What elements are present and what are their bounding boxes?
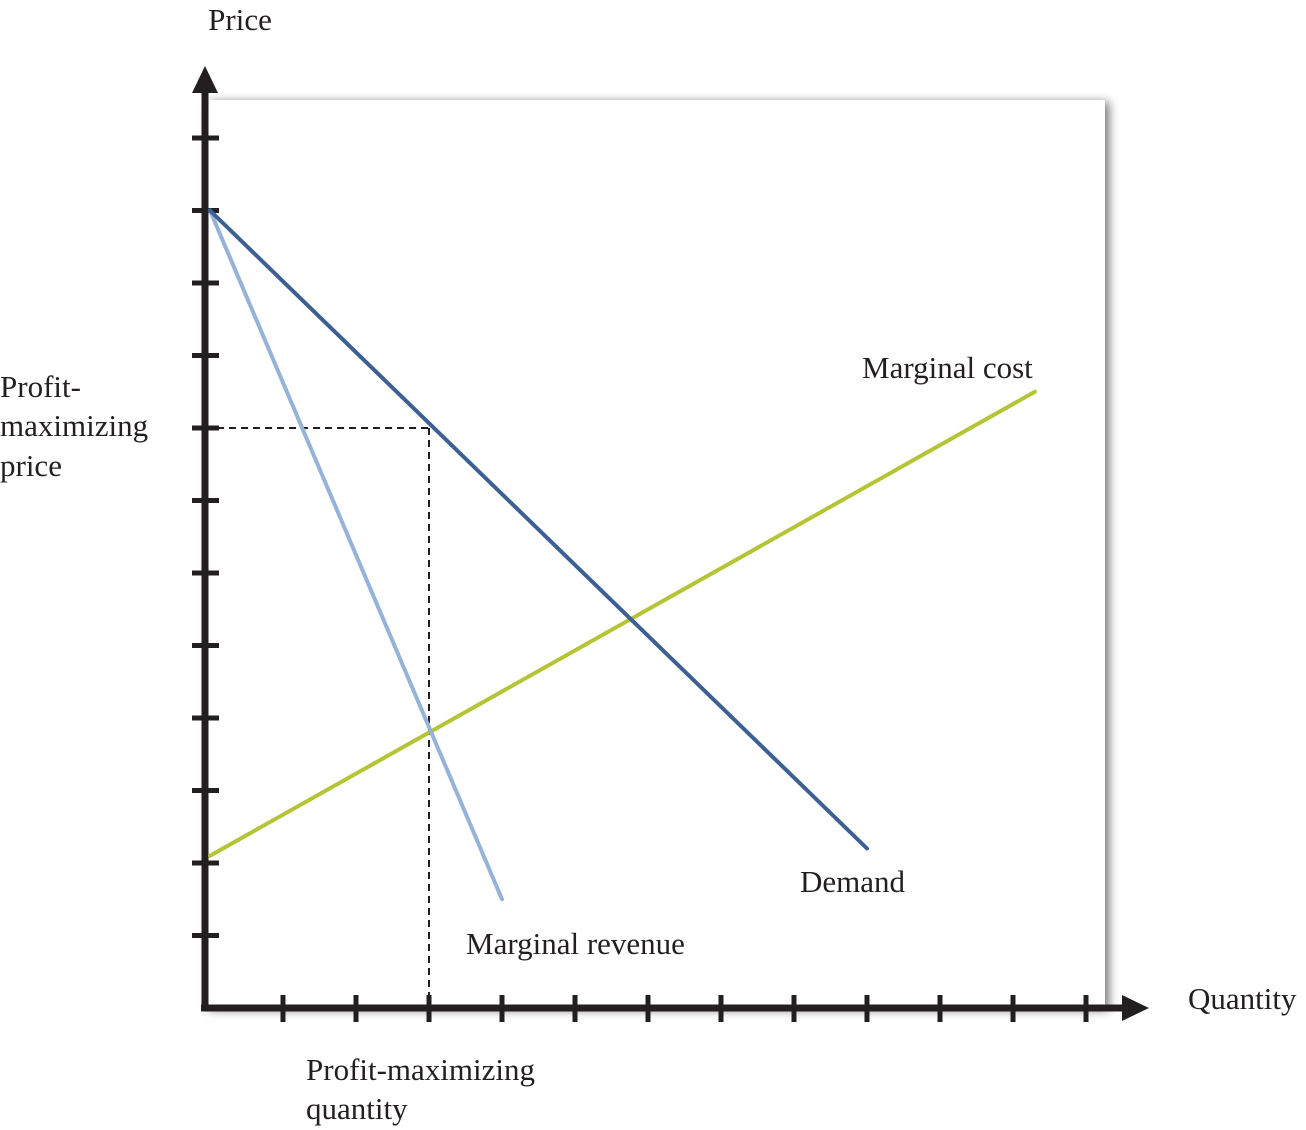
marginal-cost-label: Marginal cost (862, 350, 1033, 385)
x-axis-label: Quantity (1188, 981, 1297, 1016)
price-label-line-3: price (0, 448, 62, 483)
plot-background (205, 100, 1105, 1008)
price-label-line-2: maximizing (0, 408, 148, 443)
price-label-line-1: Profit- (0, 369, 81, 404)
quantity-label-line-2: quantity (306, 1091, 408, 1126)
demand-label: Demand (800, 864, 906, 899)
demand-line (208, 208, 869, 851)
y-axis-label: Price (208, 2, 272, 37)
quantity-label-line-1: Profit-maximizing (306, 1052, 535, 1087)
y-axis-arrow (192, 66, 218, 93)
marginal-cost-line (208, 389, 1037, 858)
profit-max-guides (205, 427, 430, 1005)
marginal-revenue-line (208, 208, 504, 902)
series-lines (208, 208, 1037, 902)
marginal-revenue-label: Marginal revenue (466, 926, 685, 961)
x-axis-arrow (1122, 995, 1149, 1021)
